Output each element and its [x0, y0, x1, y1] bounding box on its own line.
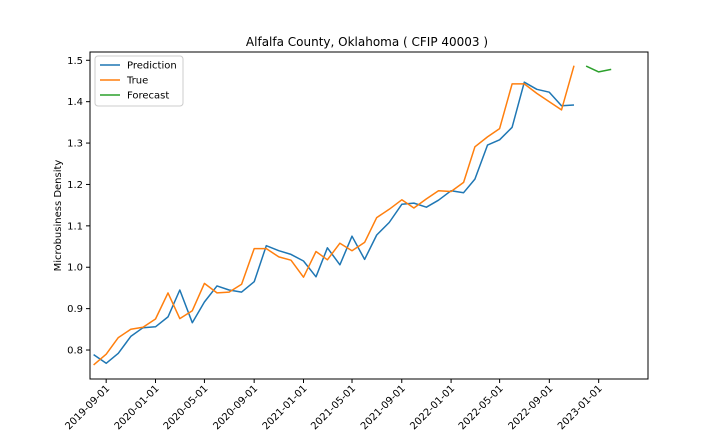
legend-label-prediction: Prediction	[127, 61, 177, 72]
legend-box	[94, 55, 184, 107]
y-tick-label: 0.9	[67, 304, 83, 315]
series-line-forecast	[585, 65, 612, 73]
y-tick-label: 1.4	[67, 97, 83, 108]
y-axis-label: Microbusiness Density	[53, 160, 64, 272]
plot-area	[89, 51, 649, 380]
legend-label-forecast: Forecast	[127, 91, 169, 102]
y-tick-label: 1.5	[67, 56, 83, 67]
y-tick-label: 0.8	[67, 346, 83, 357]
series-line-prediction	[93, 81, 575, 365]
legend-label-true: True	[126, 76, 148, 87]
y-tick-label: 1.1	[67, 221, 83, 232]
legend: Prediction True Forecast	[94, 55, 184, 107]
y-tick-label: 1.3	[67, 139, 83, 150]
chart-title: Alfalfa County, Oklahoma ( CFIP 40003 )	[246, 35, 488, 49]
y-axis: 0.8 0.9 1.0 1.1 1.2 1.3 1.4 1.5	[67, 56, 90, 357]
series-line-true	[93, 65, 575, 366]
series-lines	[93, 65, 612, 366]
y-tick-label: 1.0	[67, 263, 83, 274]
plot-frame	[89, 51, 649, 380]
y-tick-label: 1.2	[67, 180, 83, 191]
